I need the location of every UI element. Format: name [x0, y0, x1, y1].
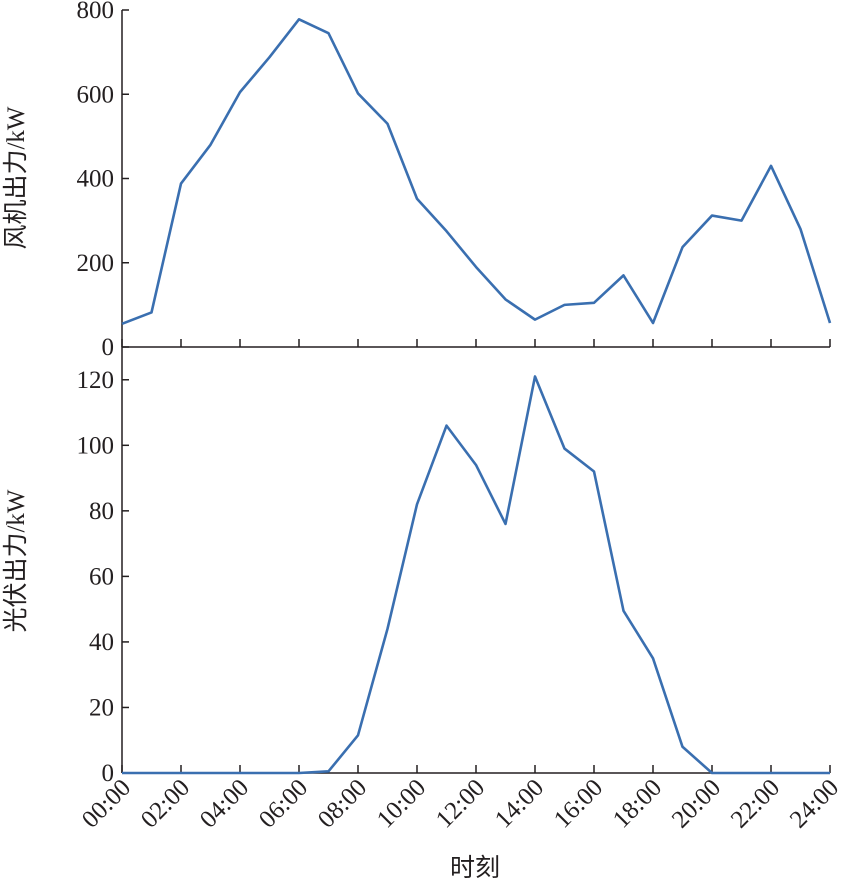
- pv-ylabel: 光伏出力/kW: [2, 489, 30, 632]
- wind-power-panel: 0 200 400 600 800: [77, 0, 832, 361]
- wind-series-line: [121, 17, 832, 326]
- y-tick-label: 200: [77, 250, 115, 277]
- y-tick-label: 20: [89, 694, 114, 721]
- y-tick-label: 0: [102, 334, 115, 361]
- x-tick-label: 24:00: [785, 774, 844, 833]
- x-tick-label: 08:00: [313, 774, 372, 833]
- x-tick-label: 06:00: [254, 774, 313, 833]
- y-tick-label: 80: [89, 498, 114, 525]
- y-tick-label: 100: [77, 432, 115, 459]
- y-tick-label: 0: [102, 760, 115, 787]
- y-tick-label: 800: [77, 0, 115, 24]
- x-tick-label: 10:00: [372, 774, 431, 833]
- time-xlabel: 时刻: [450, 854, 500, 882]
- x-tick-label: 12:00: [431, 774, 490, 833]
- x-tick-label: 04:00: [195, 774, 254, 833]
- x-tick-label: 14:00: [490, 774, 549, 833]
- x-tick-label: 02:00: [136, 774, 195, 833]
- y-tick-label: 60: [89, 563, 114, 590]
- y-tick-label: 400: [77, 166, 115, 193]
- y-tick-label: 40: [89, 629, 114, 656]
- wind-ylabel: 风机出力/kW: [2, 106, 30, 249]
- x-tick-label: 18:00: [608, 774, 667, 833]
- y-tick-label: 600: [77, 81, 115, 108]
- x-tick-label: 20:00: [667, 774, 726, 833]
- x-tick-label: 16:00: [549, 774, 608, 833]
- y-tick-label: 120: [77, 367, 115, 394]
- x-tick-label: 22:00: [726, 774, 785, 833]
- pv-series-line: [122, 375, 830, 775]
